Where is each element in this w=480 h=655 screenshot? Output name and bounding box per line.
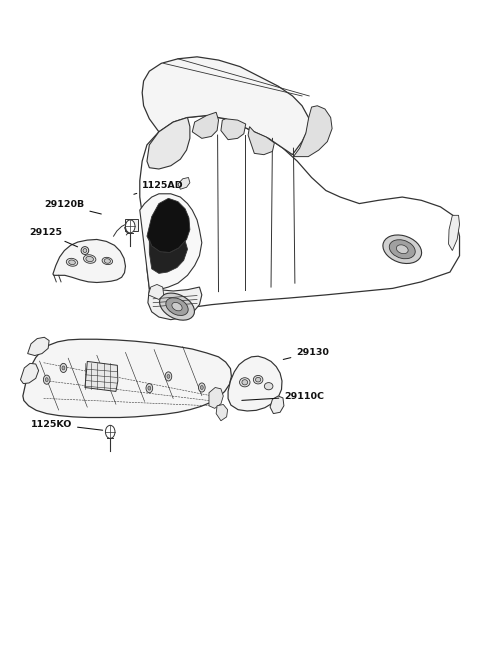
Ellipse shape [104,259,110,263]
Text: 29125: 29125 [29,229,78,247]
Ellipse shape [159,293,194,320]
Polygon shape [142,57,309,155]
Ellipse shape [86,256,94,261]
Ellipse shape [253,375,263,384]
Ellipse shape [69,260,75,265]
Ellipse shape [255,377,261,382]
Circle shape [45,378,48,382]
Ellipse shape [102,257,113,265]
Polygon shape [147,198,190,252]
Text: 29130: 29130 [283,348,329,360]
Circle shape [146,384,153,393]
Ellipse shape [389,240,415,259]
Polygon shape [85,362,118,392]
Circle shape [106,425,115,438]
Polygon shape [216,404,228,421]
Circle shape [62,366,65,370]
Polygon shape [28,337,49,356]
Polygon shape [221,119,246,140]
Polygon shape [21,364,38,384]
Text: 1125AD: 1125AD [134,181,184,195]
Circle shape [60,364,67,373]
Polygon shape [209,388,223,408]
Polygon shape [178,178,190,189]
Polygon shape [23,339,231,417]
Circle shape [148,386,151,390]
Circle shape [200,386,203,390]
Polygon shape [124,223,134,233]
Text: 1125KO: 1125KO [31,420,103,430]
Polygon shape [248,126,275,155]
Polygon shape [124,219,138,231]
Circle shape [167,375,170,379]
Ellipse shape [172,303,182,311]
Circle shape [199,383,205,392]
Polygon shape [147,117,190,169]
Polygon shape [148,284,164,299]
Polygon shape [228,356,282,411]
Ellipse shape [83,249,87,252]
Polygon shape [448,215,459,251]
Polygon shape [270,396,284,413]
Polygon shape [149,240,188,273]
Circle shape [165,372,172,381]
Polygon shape [140,194,202,290]
Ellipse shape [84,255,96,263]
Circle shape [43,375,50,384]
Ellipse shape [240,378,250,387]
Ellipse shape [383,235,421,263]
Ellipse shape [242,380,248,385]
Text: 29120B: 29120B [44,200,101,214]
Ellipse shape [166,298,188,316]
Polygon shape [293,105,332,157]
Polygon shape [192,112,218,138]
Ellipse shape [81,247,89,254]
Ellipse shape [396,245,408,253]
Text: 29110C: 29110C [242,392,324,401]
Circle shape [125,220,135,233]
Polygon shape [140,115,459,308]
Ellipse shape [264,383,273,390]
Ellipse shape [66,258,78,266]
Polygon shape [148,287,202,320]
Polygon shape [53,240,125,282]
